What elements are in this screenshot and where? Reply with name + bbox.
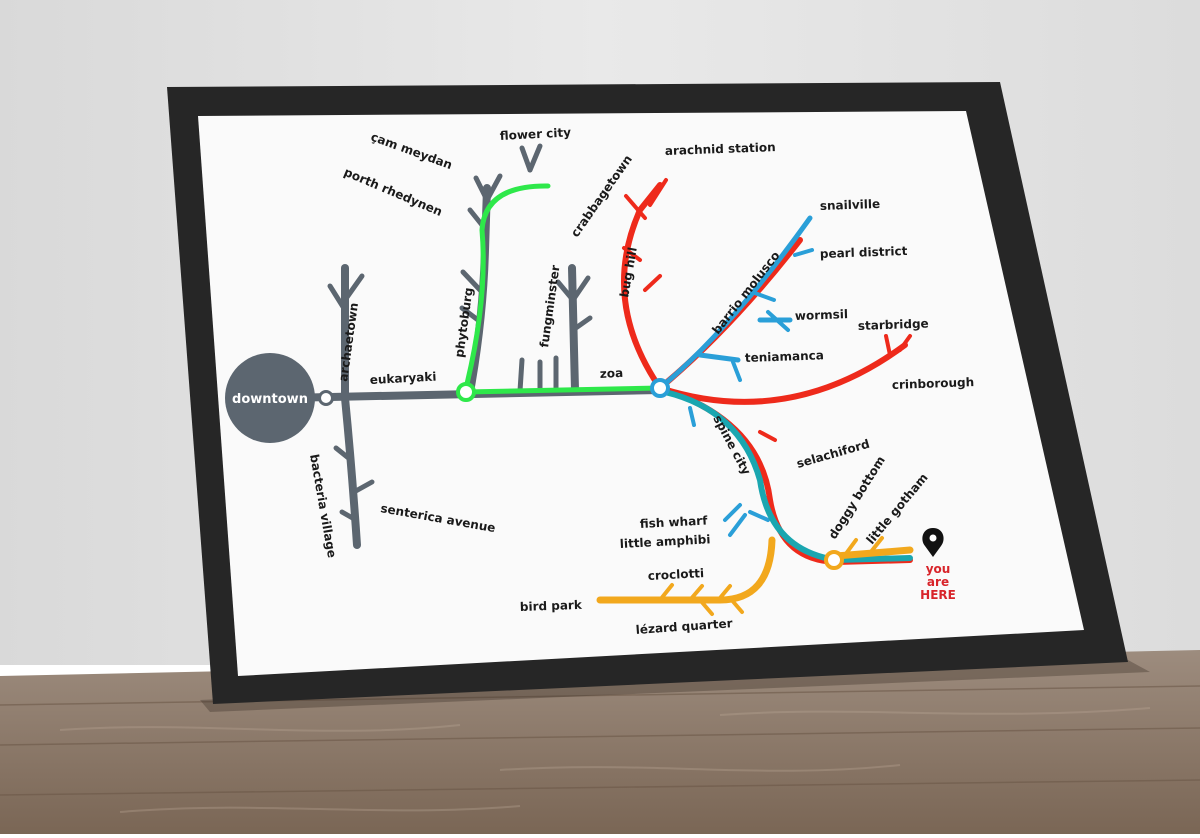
station-label: eukaryaki xyxy=(369,370,436,387)
green-line xyxy=(462,183,663,395)
downtown-label: downtown xyxy=(232,392,308,407)
station-label: starbridge xyxy=(858,317,929,333)
station-label: snailville xyxy=(820,197,881,213)
here-line3: HERE xyxy=(920,588,956,602)
station-ring-downtown xyxy=(318,390,334,406)
station-label: croclotti xyxy=(647,566,704,583)
station-label: wormsil xyxy=(795,307,849,323)
station-ring-zoa xyxy=(650,378,670,398)
station-label: arachnid station xyxy=(665,140,776,158)
station-label: bird park xyxy=(520,598,583,614)
orange-line xyxy=(596,536,914,604)
floor-grain xyxy=(59,707,1151,813)
station-ring-little-gotham xyxy=(824,550,844,570)
station-label: flower city xyxy=(499,125,571,143)
red-branch-ticks xyxy=(622,178,912,442)
station-label: crinborough xyxy=(892,375,975,392)
station-label: pearl district xyxy=(820,244,908,261)
station-ring-eukaryaki xyxy=(456,382,476,402)
you-are-here-label: you are HERE xyxy=(920,562,956,602)
station-label: zoa xyxy=(599,366,623,381)
here-line2: are xyxy=(927,575,949,589)
frame-shadow xyxy=(200,660,1150,712)
teal-line xyxy=(662,389,913,563)
here-line1: you xyxy=(926,562,951,576)
station-label: fish wharf xyxy=(639,513,708,531)
location-pin-icon xyxy=(922,528,944,557)
blue-branch-ticks xyxy=(688,248,814,537)
floor-planks xyxy=(0,685,1200,796)
station-label: little amphibi xyxy=(619,532,710,551)
downtown-hub-circle xyxy=(225,353,315,443)
station-label: lézard quarter xyxy=(635,616,733,637)
orange-branch-ticks xyxy=(658,536,884,616)
station-label: teniamanca xyxy=(745,348,824,365)
